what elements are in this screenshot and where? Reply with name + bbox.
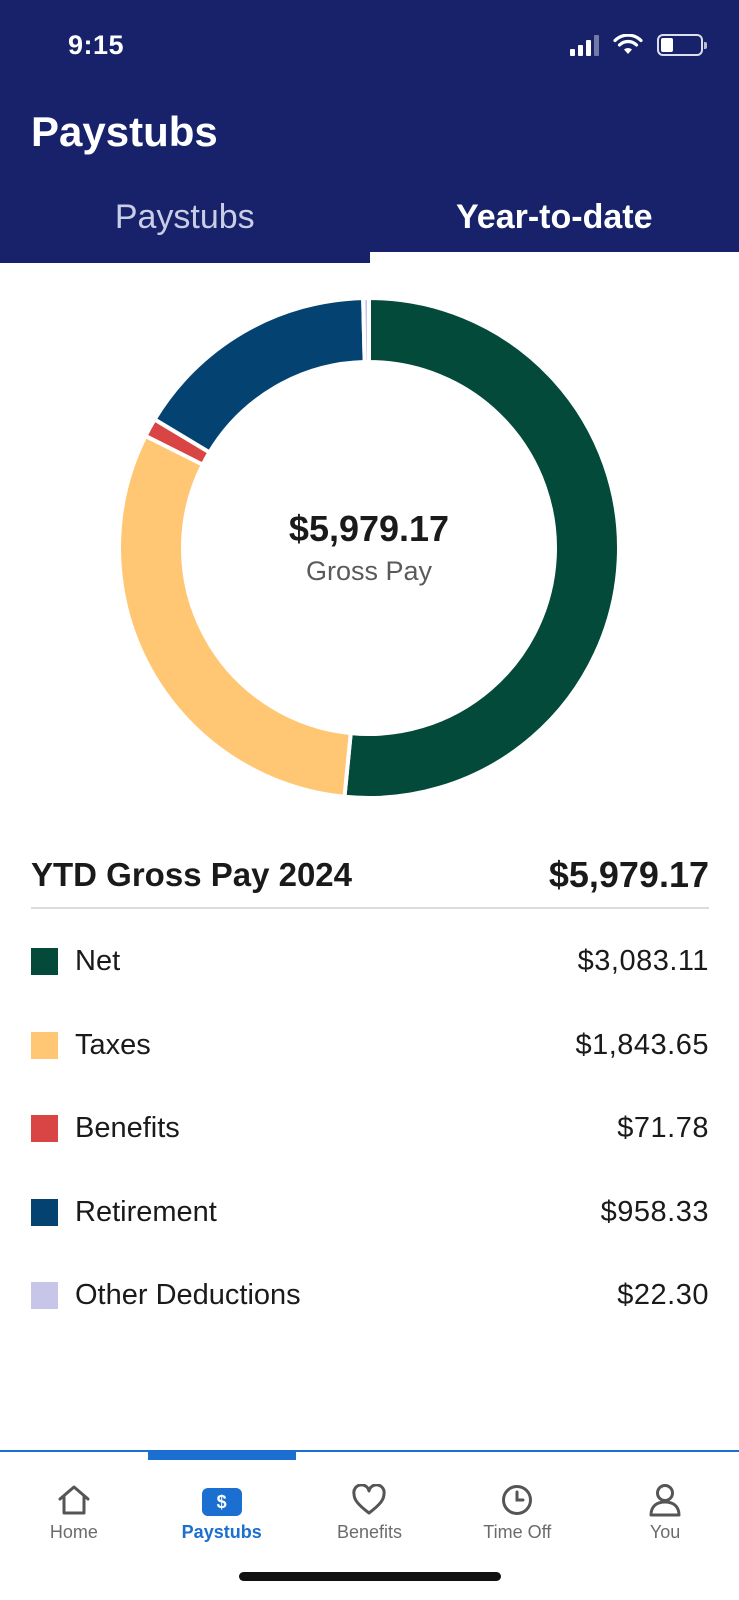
legend-label: Benefits — [75, 1112, 180, 1145]
cellular-signal-icon — [570, 34, 599, 56]
nav-label: Paystubs — [181, 1522, 262, 1542]
legend-label: Retirement — [75, 1195, 217, 1228]
legend-label: Net — [75, 945, 121, 978]
nav-benefits[interactable]: Benefits — [296, 1452, 444, 1562]
donut-slice-other-deductions — [361, 295, 371, 365]
donut-slice-net — [342, 295, 621, 800]
page-title: Paystubs — [31, 108, 218, 155]
nav-time-off[interactable]: Time Off — [443, 1452, 591, 1562]
net-swatch — [31, 948, 58, 976]
legend-value: $3,083.11 — [577, 945, 709, 978]
nav-label: Home — [49, 1522, 98, 1542]
legend-label: Other Deductions — [75, 1279, 301, 1312]
chart-center-amount: $5,979.17 — [288, 508, 450, 549]
legend-row-net: Net $3,083.11 — [31, 920, 709, 1004]
legend-row-retirement: Retirement $958.33 — [31, 1171, 709, 1255]
other-deductions-swatch — [31, 1282, 58, 1310]
taxes-swatch — [31, 1031, 58, 1059]
status-icons — [570, 34, 707, 56]
donut-slice-retirement — [151, 296, 367, 456]
tab-paystubs[interactable]: Paystubs — [114, 198, 255, 236]
legend-value: $22.30 — [617, 1279, 709, 1312]
ytd-summary-title: YTD Gross Pay 2024 — [31, 856, 353, 893]
heart-icon — [349, 1482, 389, 1518]
ytd-summary-amount: $5,979.17 — [548, 854, 709, 895]
ytd-summary: YTD Gross Pay 2024 $5,979.17 — [31, 843, 709, 909]
legend-value: $1,843.65 — [575, 1028, 709, 1061]
battery-icon — [657, 34, 707, 56]
legend-label: Taxes — [75, 1028, 151, 1061]
clock-icon — [497, 1482, 537, 1518]
app-header: 9:15 Paystubs Paystubs Year-to-date — [0, 0, 739, 263]
active-tab-indicator — [370, 252, 739, 263]
nav-label: Time Off — [483, 1522, 552, 1542]
dollar-badge: $ — [201, 1488, 242, 1516]
active-nav-indicator — [148, 1450, 296, 1460]
legend-value: $958.33 — [600, 1195, 709, 1228]
retirement-swatch — [31, 1198, 58, 1226]
chart-center-label: Gross Pay — [305, 556, 433, 586]
nav-you[interactable]: You — [591, 1452, 739, 1562]
home-indicator — [239, 1572, 501, 1581]
breakdown-legend: Net $3,083.11 Taxes $1,843.65 Benefits $… — [31, 920, 709, 1338]
status-bar: 9:15 — [0, 0, 739, 96]
tab-bar: Paystubs Year-to-date — [0, 190, 739, 263]
wifi-icon — [613, 34, 643, 54]
person-icon — [645, 1482, 685, 1518]
nav-home[interactable]: Home — [0, 1452, 148, 1562]
tab-year-to-date[interactable]: Year-to-date — [456, 198, 653, 236]
benefits-swatch — [31, 1115, 58, 1143]
status-time: 9:15 — [68, 30, 125, 60]
home-icon — [54, 1482, 94, 1518]
legend-row-other-deductions: Other Deductions $22.30 — [31, 1254, 709, 1338]
gross-pay-donut-chart: $5,979.17 Gross Pay — [111, 290, 627, 806]
legend-row-taxes: Taxes $1,843.65 — [31, 1004, 709, 1088]
nav-label: You — [649, 1522, 681, 1542]
nav-label: Benefits — [336, 1522, 403, 1542]
legend-value: $71.78 — [617, 1112, 709, 1145]
legend-row-benefits: Benefits $71.78 — [31, 1087, 709, 1171]
donut-slice-taxes — [117, 433, 353, 799]
dollar-icon: $ — [201, 1482, 242, 1518]
donut-svg — [117, 295, 621, 800]
nav-paystubs[interactable]: $ Paystubs — [148, 1452, 296, 1562]
